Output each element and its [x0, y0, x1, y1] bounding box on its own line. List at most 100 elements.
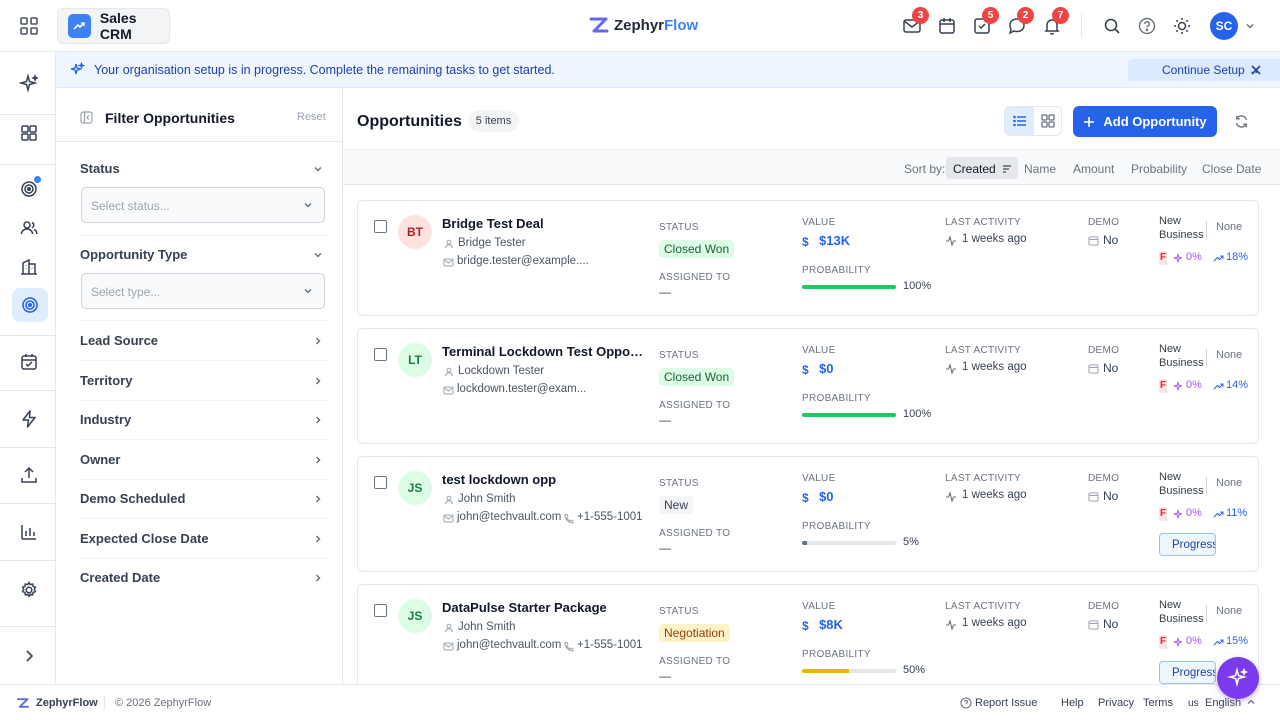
header-divider — [1081, 14, 1082, 38]
terms-link[interactable]: Terms — [1143, 697, 1173, 709]
progress-button[interactable]: Progress — [1159, 533, 1216, 556]
assigned-value: — — [659, 669, 671, 683]
calendar-icon[interactable] — [937, 16, 957, 36]
progress-button[interactable]: Progress — [1159, 661, 1216, 684]
reset-button[interactable]: Reset — [297, 111, 326, 123]
user-avatar[interactable]: SC — [1210, 12, 1238, 40]
mail-icon[interactable]: 3 — [902, 7, 929, 36]
refresh-icon[interactable] — [1234, 114, 1249, 129]
opportunity-card[interactable]: JS test lockdown opp John Smith john@tec… — [357, 456, 1259, 572]
chevron-down-icon[interactable] — [312, 249, 324, 261]
upload-icon[interactable] — [18, 464, 40, 486]
contact-email[interactable]: lockdown.tester@exam... — [457, 383, 587, 395]
expand-chevron-icon[interactable] — [18, 645, 40, 667]
help-link[interactable]: Help — [1061, 697, 1084, 709]
opportunity-card[interactable]: JS DataPulse Starter Package John Smith … — [357, 584, 1259, 684]
opportunity-name[interactable]: Terminal Lockdown Test Opportun... — [442, 344, 645, 359]
filter-section-label[interactable]: Created Date — [80, 570, 161, 585]
target-icon[interactable] — [18, 178, 40, 200]
sort-amount-button[interactable]: Amount — [1073, 162, 1115, 176]
app-launcher-icon[interactable] — [18, 15, 40, 37]
ai-score: 0% — [1186, 507, 1202, 519]
bar-chart-icon[interactable] — [18, 521, 40, 543]
contact-email[interactable]: john@techvault.com — [457, 511, 562, 523]
bell-icon[interactable]: 7 — [1042, 7, 1069, 36]
opportunity-name[interactable]: Bridge Test Deal — [442, 216, 544, 231]
select-checkbox[interactable] — [374, 348, 387, 361]
sort-close-date-button[interactable]: Close Date — [1202, 162, 1262, 176]
opportunity-card[interactable]: LT Terminal Lockdown Test Opportun... Lo… — [357, 328, 1259, 444]
contact-email[interactable]: bridge.tester@example.... — [457, 255, 589, 267]
calendar-icon — [1088, 619, 1099, 630]
filter-divider — [80, 235, 329, 236]
collapse-panel-icon[interactable] — [80, 111, 93, 124]
priority-value: None — [1216, 349, 1243, 361]
opportunities-nav-icon[interactable] — [12, 288, 48, 322]
continue-setup-button[interactable]: Continue Setup → — [1128, 59, 1280, 81]
contact-name: Lockdown Tester — [458, 365, 545, 377]
sort-created-button[interactable]: Created — [946, 157, 1019, 179]
theme-sun-icon[interactable] — [1172, 16, 1192, 36]
help-icon[interactable] — [1137, 16, 1157, 36]
probability-fill — [802, 541, 807, 545]
activity-pulse-icon — [945, 235, 957, 247]
opportunity-name[interactable]: test lockdown opp — [442, 472, 557, 487]
contacts-icon[interactable] — [18, 217, 40, 239]
sort-probability-button[interactable]: Probability — [1131, 162, 1188, 176]
chevron-up-icon[interactable] — [1246, 697, 1256, 707]
search-icon[interactable] — [1102, 16, 1122, 36]
sort-name-button[interactable]: Name — [1024, 162, 1057, 176]
chevron-right-icon[interactable] — [312, 572, 324, 584]
chevron-right-icon[interactable] — [312, 375, 324, 387]
select-checkbox[interactable] — [374, 476, 387, 489]
chat-badge: 2 — [1017, 7, 1034, 24]
filter-section-label[interactable]: Expected Close Date — [80, 531, 209, 546]
filter-section-label[interactable]: Industry — [80, 412, 132, 427]
filter-section-label[interactable]: Owner — [80, 452, 121, 467]
select-checkbox[interactable] — [374, 604, 387, 617]
privacy-link[interactable]: Privacy — [1098, 697, 1135, 709]
type-divider — [1206, 349, 1207, 365]
calendar-check-icon[interactable] — [18, 351, 40, 373]
filter-section-label[interactable]: Lead Source — [80, 333, 159, 348]
contact-email[interactable]: john@techvault.com — [457, 639, 562, 651]
chevron-right-icon[interactable] — [312, 335, 324, 347]
tasks-icon[interactable]: 5 — [972, 7, 999, 36]
filter-section-label[interactable]: Territory — [80, 373, 133, 388]
opportunity-name[interactable]: DataPulse Starter Package — [442, 600, 607, 615]
type-select[interactable]: Select type... — [81, 273, 325, 309]
filter-section-label[interactable]: Demo Scheduled — [80, 491, 186, 506]
chevron-right-icon[interactable] — [312, 454, 324, 466]
add-opportunity-button[interactable]: Add Opportunity — [1073, 106, 1217, 137]
select-checkbox[interactable] — [374, 220, 387, 233]
status-badge: Closed Won — [659, 368, 735, 386]
dashboard-icon[interactable] — [18, 122, 40, 144]
chevron-right-icon[interactable] — [312, 493, 324, 505]
ai-assistant-button[interactable] — [1217, 657, 1259, 699]
chat-icon[interactable]: 2 — [1007, 7, 1034, 36]
contact-name: Bridge Tester — [458, 237, 526, 249]
chevron-down-icon[interactable] — [1244, 20, 1256, 32]
status-filter-label[interactable]: Status — [80, 161, 120, 176]
report-issue-link[interactable]: Report Issue — [975, 697, 1038, 709]
lightning-icon[interactable] — [18, 408, 40, 430]
contact-phone[interactable]: +1-555-1001 — [577, 639, 643, 651]
chevron-down-icon[interactable] — [312, 163, 324, 175]
opportunity-value: $13K — [819, 233, 851, 248]
chevron-right-icon[interactable] — [312, 414, 324, 426]
app-switcher[interactable]: Sales CRM — [57, 8, 170, 44]
settings-gear-icon[interactable] — [18, 579, 40, 601]
grid-view-button[interactable] — [1041, 114, 1055, 128]
close-icon[interactable] — [1250, 64, 1262, 76]
contact-phone[interactable]: +1-555-1001 — [577, 511, 643, 523]
opportunity-card[interactable]: BT Bridge Test Deal Bridge Tester bridge… — [357, 200, 1259, 316]
status-select[interactable]: Select status... — [81, 187, 325, 223]
page-title: Opportunities — [357, 113, 462, 130]
type-filter-label[interactable]: Opportunity Type — [80, 247, 188, 262]
building-icon[interactable] — [18, 256, 40, 278]
sparkle-ai-icon[interactable] — [18, 73, 40, 95]
chevron-right-icon[interactable] — [312, 533, 324, 545]
language-selector[interactable]: English — [1205, 697, 1242, 709]
list-view-button[interactable] — [1005, 107, 1034, 135]
growth-percent: 15% — [1226, 635, 1249, 647]
